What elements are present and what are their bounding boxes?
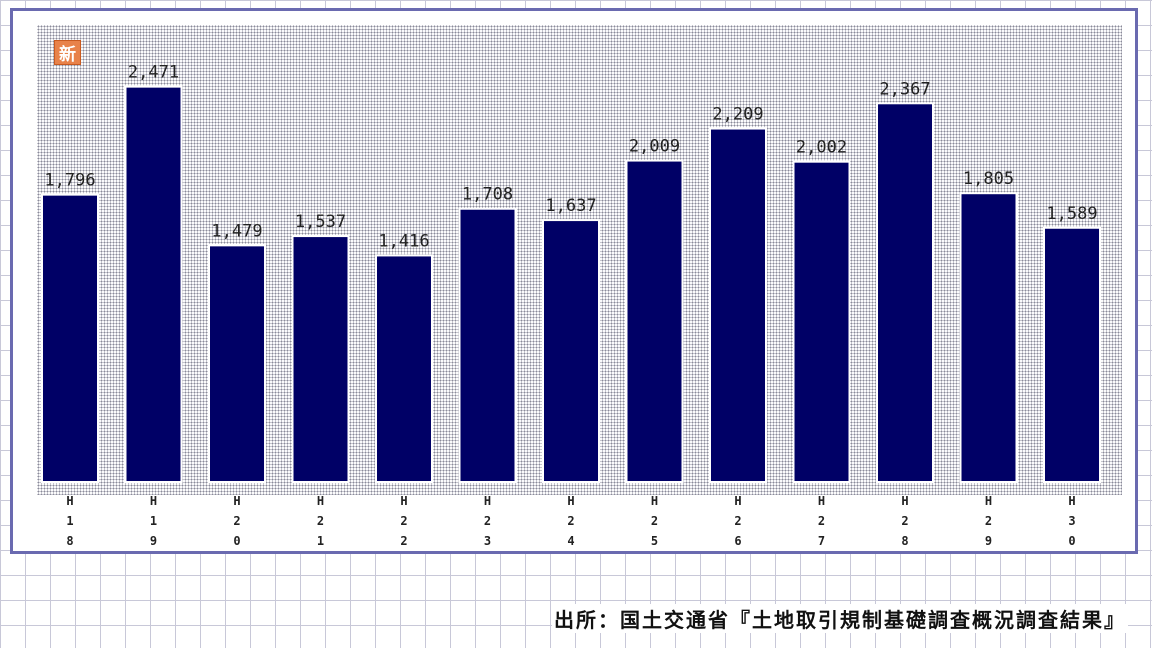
data-label: 1,479	[211, 221, 262, 241]
bar-H18	[41, 193, 99, 483]
data-label: 2,471	[128, 63, 179, 83]
data-label: 1,637	[545, 196, 596, 216]
data-label: 2,209	[712, 105, 763, 125]
bar-H29	[959, 192, 1018, 483]
chart-frame: 1,796 H 1 8 2,471 H 1 9 1,479 H 2 0 1,537 H 2 1 1,416 H 2 2…	[10, 8, 1138, 554]
bar-H25	[625, 159, 684, 483]
bar-H23	[458, 207, 517, 483]
bar-H28	[876, 102, 934, 483]
bar-H19	[124, 85, 183, 483]
data-label: 2,002	[796, 138, 847, 158]
data-label: 1,708	[462, 185, 513, 205]
data-label: 1,416	[378, 231, 429, 251]
bar-chart: 1,796 H 1 8 2,471 H 1 9 1,479 H 2 0 1,537 H 2 1 1,416 H 2 2…	[41, 63, 1101, 548]
bar-H22	[375, 254, 433, 483]
data-label: 1,805	[963, 169, 1014, 189]
source-note: 出所：国土交通省『土地取引規制基礎調査概況調査結果』	[552, 604, 1128, 633]
bar-H24	[542, 219, 600, 484]
data-label: 1,589	[1046, 204, 1097, 224]
data-label: 1,796	[44, 171, 95, 191]
bar-H21	[291, 235, 350, 483]
data-label: 1,537	[295, 212, 346, 232]
data-label: 2,367	[879, 79, 930, 99]
bar-H20	[208, 244, 266, 483]
data-label: 2,009	[629, 137, 680, 157]
bar-H30	[1043, 226, 1101, 483]
bar-H27	[792, 160, 851, 483]
new-badge: 新	[54, 40, 81, 65]
bar-H26	[709, 127, 767, 483]
